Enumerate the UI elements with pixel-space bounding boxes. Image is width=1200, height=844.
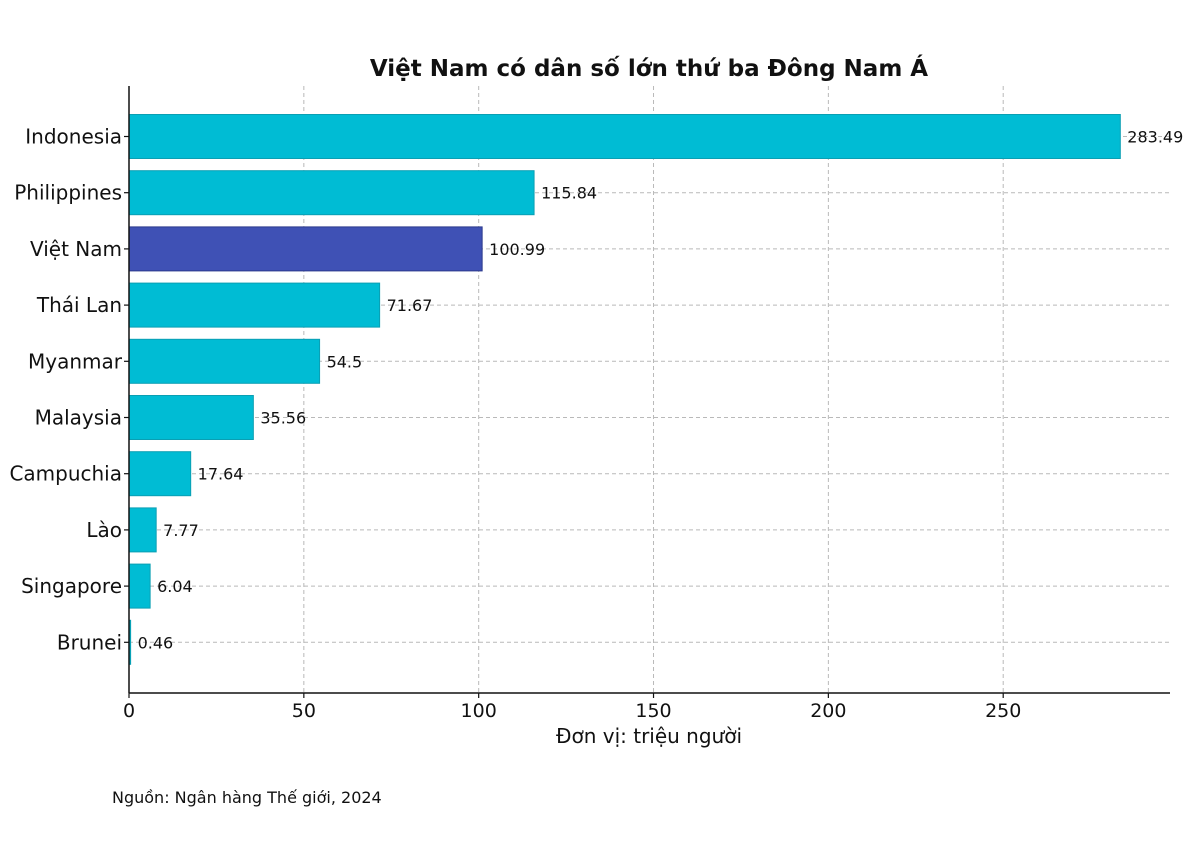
- category-label-0: Indonesia: [25, 125, 122, 149]
- value-label-6: 17.64: [198, 465, 244, 484]
- bar-philippines: [128, 170, 535, 216]
- bar-thái-lan: [128, 282, 381, 328]
- value-label-0: 283.49: [1127, 128, 1183, 147]
- value-labels: 283.49 115.84 100.99 71.67 54.5 35.56 17.64 7.7…: [138, 128, 1184, 653]
- value-label-8: 6.04: [157, 577, 193, 596]
- bar-campuchia: [128, 451, 192, 497]
- bar-myanmar: [128, 338, 321, 384]
- category-label-6: Campuchia: [9, 462, 122, 486]
- bar-việt-nam: [128, 226, 483, 272]
- x-tick-label-4: 200: [810, 700, 846, 722]
- category-label-7: Lào: [86, 518, 122, 542]
- x-tick-labels: 0 50 100 150 200 250: [123, 693, 1021, 722]
- bar-singapore: [128, 563, 151, 609]
- source-note: Nguồn: Ngân hàng Thế giới, 2024: [112, 788, 382, 807]
- category-label-1: Philippines: [14, 181, 122, 205]
- value-label-2: 100.99: [489, 240, 545, 259]
- category-labels: Indonesia Philippines Việt Nam Thái Lan Myan…: [9, 125, 129, 654]
- category-label-9: Brunei: [57, 630, 122, 654]
- bars: [128, 114, 1121, 665]
- x-tick-label-2: 100: [461, 700, 497, 722]
- category-label-4: Myanmar: [28, 349, 123, 373]
- category-label-8: Singapore: [21, 574, 122, 598]
- category-label-3: Thái Lan: [36, 293, 122, 317]
- value-label-1: 115.84: [541, 184, 597, 203]
- bar-malaysia: [128, 395, 254, 440]
- chart-title: Việt Nam có dân số lớn thứ ba Đông Nam Á: [370, 54, 928, 82]
- x-tick-label-3: 150: [635, 700, 671, 722]
- value-label-3: 71.67: [387, 296, 433, 315]
- x-tick-label-1: 50: [292, 700, 316, 722]
- bar-lào: [128, 507, 157, 553]
- x-tick-label-0: 0: [123, 700, 135, 722]
- x-tick-label-5: 250: [985, 700, 1021, 722]
- x-axis-label: Đơn vị: triệu người: [556, 724, 742, 748]
- category-label-5: Malaysia: [35, 406, 122, 430]
- value-label-9: 0.46: [138, 633, 174, 652]
- value-label-7: 7.77: [163, 521, 199, 540]
- category-label-2: Việt Nam: [30, 237, 122, 261]
- bar-indonesia: [128, 114, 1121, 159]
- value-label-4: 54.5: [327, 352, 363, 371]
- value-label-5: 35.56: [260, 409, 306, 428]
